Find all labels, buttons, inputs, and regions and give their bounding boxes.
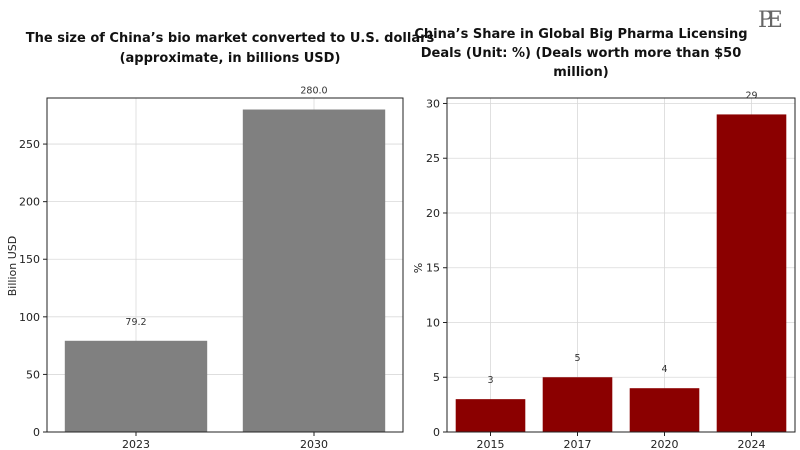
bio-market-chart: The size of China’s bio market converted… bbox=[6, 31, 435, 450]
data-label-2024: 29 bbox=[745, 90, 757, 101]
x-tick-label: 2024 bbox=[738, 438, 766, 450]
chart-title-line-3: million) bbox=[553, 65, 609, 80]
chart-title-line-1: China’s Share in Global Big Pharma Licen… bbox=[414, 27, 747, 42]
y-tick-label: 100 bbox=[19, 311, 40, 324]
y-tick-label: 150 bbox=[19, 253, 40, 266]
y-axis-label: % bbox=[412, 263, 425, 273]
publisher-logo: PE bbox=[758, 8, 783, 33]
y-tick-label: 30 bbox=[426, 97, 440, 110]
x-tick-label: 2015 bbox=[477, 438, 505, 450]
bar-2015 bbox=[455, 399, 526, 432]
data-label-2015: 3 bbox=[487, 375, 493, 386]
licensing-share-chart: China’s Share in Global Big Pharma Licen… bbox=[412, 27, 796, 450]
data-label-2020: 4 bbox=[661, 364, 667, 375]
y-axis-label: Billion USD bbox=[6, 236, 19, 296]
data-label-2030: 280.0 bbox=[300, 86, 327, 97]
y-tick-label: 200 bbox=[19, 196, 40, 209]
y-tick-label: 0 bbox=[433, 426, 440, 439]
bar-2023 bbox=[64, 340, 208, 432]
y-tick-label: 5 bbox=[433, 371, 440, 384]
bar-2024 bbox=[716, 114, 787, 432]
y-tick-label: 25 bbox=[426, 152, 440, 165]
y-tick-label: 0 bbox=[33, 426, 40, 439]
x-tick-label: 2023 bbox=[122, 438, 150, 450]
y-tick-label: 250 bbox=[19, 138, 40, 151]
x-tick-label: 2020 bbox=[651, 438, 679, 450]
x-tick-label: 2030 bbox=[300, 438, 328, 450]
plot-frame bbox=[446, 97, 796, 433]
y-tick-label: 10 bbox=[426, 316, 440, 329]
chart-title-line-2: Deals (Unit: %) (Deals worth more than $… bbox=[421, 46, 742, 61]
chart-title-line-2: (approximate, in billions USD) bbox=[120, 51, 341, 66]
data-label-2017: 5 bbox=[574, 353, 580, 364]
y-tick-label: 15 bbox=[426, 262, 440, 275]
x-tick-label: 2017 bbox=[564, 438, 592, 450]
bar-2020 bbox=[629, 388, 700, 432]
bar-2017 bbox=[542, 377, 613, 432]
data-label-2023: 79.2 bbox=[125, 317, 146, 328]
plot-frame bbox=[46, 97, 404, 433]
y-tick-label: 50 bbox=[26, 368, 40, 381]
bar-2030 bbox=[242, 109, 386, 432]
y-tick-label: 20 bbox=[426, 207, 440, 220]
chart-title-line-1: The size of China’s bio market converted… bbox=[26, 31, 435, 46]
